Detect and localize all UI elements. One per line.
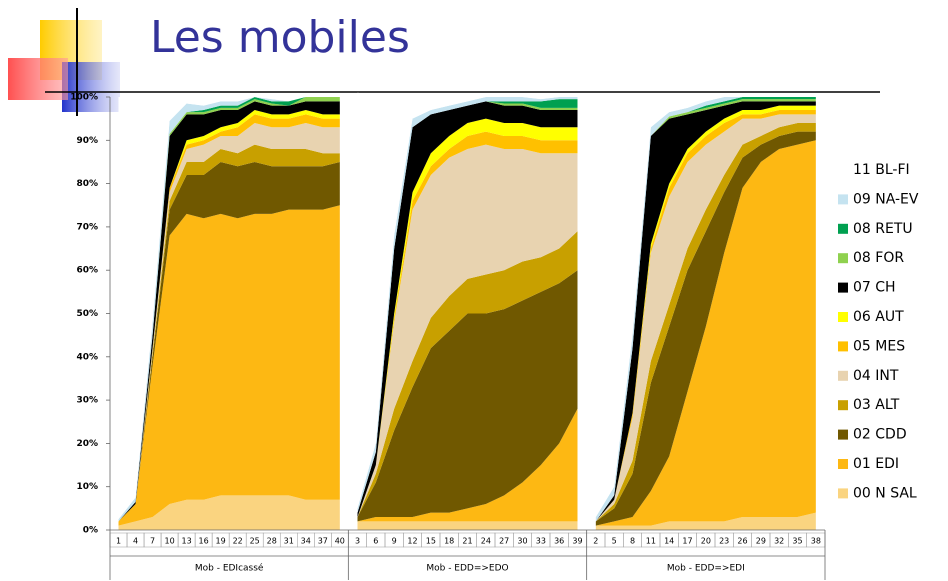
legend-label: 07 CH [853, 280, 896, 296]
chart-title: Les mobiles [150, 12, 410, 63]
legend-swatch [838, 312, 848, 322]
area-band [357, 231, 578, 518]
x-tick-label: 10 [164, 537, 174, 546]
area-band [357, 521, 578, 530]
y-tick-label: 70% [76, 222, 98, 232]
legend-label: 00 N SAL [853, 485, 917, 501]
x-tick-label: 35 [792, 537, 802, 546]
area-band [595, 97, 816, 518]
x-tick-label: 5 [612, 537, 617, 546]
x-tick-label: 22 [233, 537, 243, 546]
x-tick-label: 24 [481, 537, 491, 546]
x-tick-label: 28 [267, 537, 277, 546]
area-band [595, 114, 816, 522]
y-tick-label: 90% [76, 136, 98, 146]
legend-swatch [838, 282, 848, 293]
x-tick-label: 16 [199, 537, 209, 546]
x-tick-label: 23 [719, 537, 729, 546]
legend-label: 08 RETU [853, 221, 913, 237]
x-tick-label: 8 [630, 537, 635, 546]
group-label: Mob - EDIcassé [195, 563, 264, 574]
x-tick-label: 18 [444, 537, 454, 546]
area-band [595, 131, 816, 526]
group-label: Mob - EDD=>EDI [667, 564, 745, 574]
y-tick-label: 0% [83, 526, 98, 536]
legend-label: 06 AUT [853, 309, 904, 325]
y-tick-label: 40% [76, 352, 98, 362]
logo-decoration [8, 8, 880, 116]
legend-swatch [838, 488, 848, 499]
legend-swatch [838, 459, 848, 469]
area-band [118, 495, 340, 530]
x-tick-label: 32 [774, 537, 784, 546]
x-tick-label: 37 [318, 537, 328, 546]
legend-swatch [838, 400, 848, 411]
x-tick-label: 6 [373, 537, 378, 546]
legend-label: 05 MES [853, 338, 905, 354]
x-tick-label: 27 [499, 537, 509, 546]
legend-label: 09 NA-EV [853, 191, 919, 207]
legend-swatch [838, 223, 848, 234]
x-tick-label: 30 [517, 537, 527, 546]
x-tick-label: 4 [133, 537, 138, 546]
x-tick-label: 19 [216, 537, 226, 546]
x-tick-label: 13 [182, 537, 192, 546]
x-tick-label: 20 [701, 537, 711, 546]
legend-swatch [838, 194, 848, 205]
area-band [118, 161, 340, 522]
x-tick-label: 12 [407, 537, 417, 546]
x-tick-label: 1 [116, 537, 121, 546]
y-tick-label: 50% [76, 309, 98, 319]
y-tick-label: 20% [76, 439, 98, 449]
area-band [357, 92, 578, 509]
x-tick-label: 7 [150, 537, 155, 546]
y-tick-label: 60% [76, 266, 98, 276]
area-band [118, 97, 340, 520]
area-band [357, 408, 578, 522]
x-tick-label: 2 [593, 537, 598, 546]
x-tick-label: 11 [646, 537, 656, 546]
area-band [118, 205, 340, 526]
x-tick-label: 38 [811, 537, 821, 546]
x-tick-label: 17 [682, 537, 692, 546]
legend-label: 11 BL-FI [853, 162, 910, 178]
legend-label: 01 EDI [853, 456, 899, 472]
legend-swatch [838, 165, 848, 175]
x-tick-label: 39 [572, 537, 582, 546]
x-tick-label: 14 [664, 537, 674, 546]
legend-label: 08 FOR [853, 250, 904, 266]
y-tick-label: 10% [76, 482, 98, 492]
legend-swatch [838, 370, 848, 381]
legend-swatch [838, 429, 848, 440]
x-tick-label: 29 [756, 537, 766, 546]
x-tick-label: 40 [335, 537, 345, 546]
legend-label: 04 INT [853, 368, 899, 384]
x-tick-label: 33 [536, 537, 546, 546]
x-tick-label: 9 [392, 537, 397, 546]
y-tick-label: 30% [76, 396, 98, 406]
y-tick-label: 100% [70, 93, 98, 103]
legend-swatch [838, 341, 848, 352]
x-tick-label: 31 [284, 537, 294, 546]
x-tick-label: 26 [737, 537, 747, 546]
x-tick-label: 3 [355, 537, 360, 546]
legend-label: 02 CDD [853, 427, 907, 443]
legend-label: 03 ALT [853, 397, 900, 413]
area-band [595, 140, 816, 526]
group-label: Mob - EDD=>EDO [426, 564, 508, 574]
x-tick-label: 36 [554, 537, 564, 546]
y-tick-label: 80% [76, 179, 98, 189]
area-band [357, 270, 578, 522]
legend-swatch [838, 253, 848, 264]
x-tick-label: 21 [462, 537, 472, 546]
x-tick-label: 25 [250, 537, 260, 546]
area-band [357, 144, 578, 518]
area-band [595, 101, 816, 522]
x-tick-label: 15 [426, 537, 436, 546]
x-tick-label: 34 [301, 537, 311, 546]
